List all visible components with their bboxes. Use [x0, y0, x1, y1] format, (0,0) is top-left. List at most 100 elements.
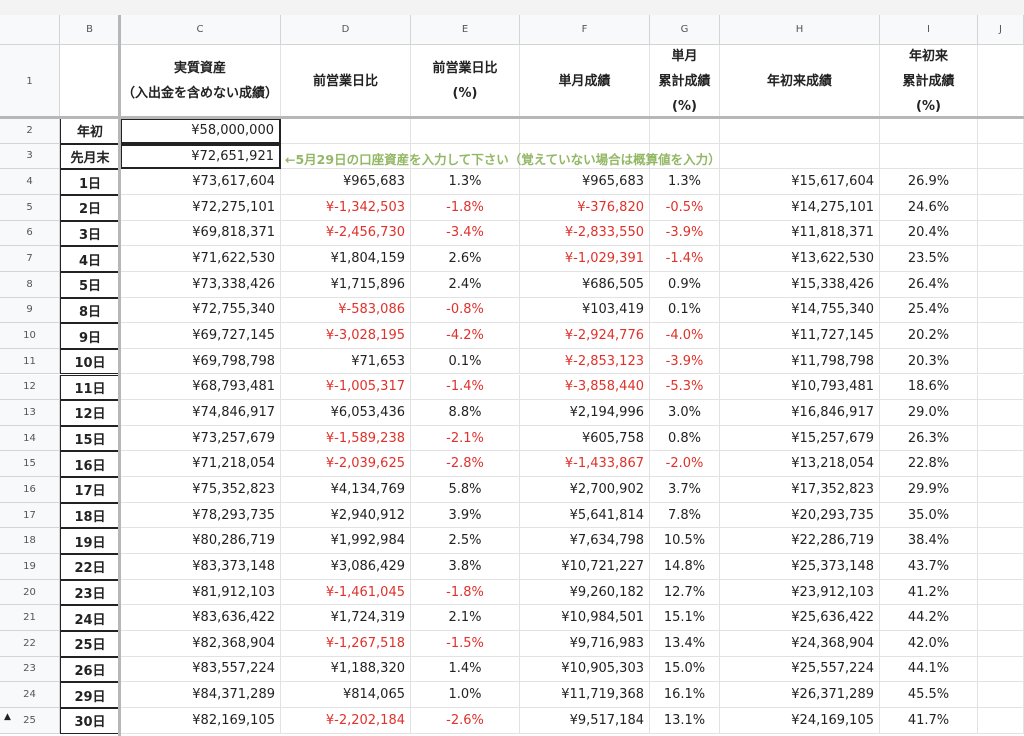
cell: 17日	[60, 477, 120, 503]
cell: 3.9%	[411, 502, 520, 529]
cell: -1.8%	[411, 579, 520, 606]
cell: 22.8%	[880, 451, 978, 478]
cell: ¥15,338,426	[720, 271, 880, 298]
cell: ¥15,617,604	[720, 169, 880, 195]
row-number: 14	[0, 425, 60, 452]
header-text: 実質資産	[173, 61, 226, 76]
cell: ¥23,912,103	[720, 579, 880, 606]
cell: ¥14,275,101	[720, 194, 880, 221]
cell: ¥11,798,798	[720, 348, 880, 375]
empty-cell	[650, 118, 720, 144]
cell: -4.0%	[650, 323, 720, 349]
cell: ¥74,846,917	[120, 400, 281, 426]
cell: ¥83,373,148	[120, 554, 281, 580]
cell: 10.5%	[650, 528, 720, 555]
empty-cell	[720, 118, 880, 144]
cell: ¥25,557,224	[720, 656, 880, 683]
cell: 3日	[60, 220, 120, 247]
cell: ¥-3,028,195	[281, 323, 411, 349]
cell: 25日	[60, 631, 120, 657]
cell: ¥73,338,426	[120, 271, 281, 298]
empty-cell	[281, 143, 411, 170]
header-cell: 前営業日比	[281, 45, 411, 118]
cell: 0.8%	[650, 425, 720, 452]
cell: ¥-1,267,518	[281, 631, 411, 657]
empty-cell	[978, 425, 1024, 452]
cell: ¥17,352,823	[720, 477, 880, 503]
cell: ¥71,622,530	[120, 246, 281, 272]
empty-cell	[978, 656, 1024, 683]
cell: 13.4%	[650, 631, 720, 657]
cell: ¥58,000,000	[120, 118, 281, 144]
cell: ¥82,169,105	[120, 707, 281, 734]
cell: 2.1%	[411, 605, 520, 631]
cell: ¥15,257,679	[720, 425, 880, 452]
cell: ¥1,992,984	[281, 528, 411, 555]
collapse-icon[interactable]: ▲	[4, 712, 11, 722]
cell: 11日	[60, 374, 120, 401]
cell: ¥25,373,148	[720, 554, 880, 580]
row-number: 9	[0, 297, 60, 324]
column-header: F	[520, 15, 650, 45]
empty-cell	[520, 118, 650, 144]
cell: 4日	[60, 246, 120, 272]
cell: 8日	[60, 297, 120, 324]
cell: ¥84,371,289	[120, 682, 281, 708]
header-cell: 単月成績	[520, 45, 650, 118]
cell: -1.8%	[411, 194, 520, 221]
cell: ¥6,053,436	[281, 400, 411, 426]
cell: ¥26,371,289	[720, 682, 880, 708]
cell: ¥1,188,320	[281, 656, 411, 683]
cell: 41.7%	[880, 707, 978, 734]
row-number: 2	[0, 118, 60, 144]
empty-cell	[978, 477, 1024, 503]
empty-cell	[978, 323, 1024, 349]
row-number: 4	[0, 169, 60, 195]
empty-cell	[978, 374, 1024, 401]
cell: 30日	[60, 707, 120, 734]
cell: 23.5%	[880, 246, 978, 272]
cell: -2.6%	[411, 707, 520, 734]
cell: 0.9%	[650, 271, 720, 298]
cell: 1.4%	[411, 656, 520, 683]
cell: 44.1%	[880, 656, 978, 683]
cell: 15.0%	[650, 656, 720, 683]
cell: ¥22,286,719	[720, 528, 880, 555]
cell: ¥24,368,904	[720, 631, 880, 657]
header-cell: 単月 累計成績 (%)	[650, 45, 720, 118]
header-text: 単月	[671, 48, 698, 64]
cell: ¥-1,342,503	[281, 194, 411, 221]
header-text: 累計成績	[658, 73, 711, 89]
cell: 15.1%	[650, 605, 720, 631]
row-number: 5	[0, 194, 60, 221]
cell: ¥24,169,105	[720, 707, 880, 734]
cell: ¥82,368,904	[120, 631, 281, 657]
cell: -5.3%	[650, 374, 720, 401]
cell: -3.9%	[650, 348, 720, 375]
freeze-divider	[118, 15, 121, 736]
cell: 12.7%	[650, 579, 720, 606]
header-text: 年初来	[908, 48, 948, 64]
row-number: 3	[0, 143, 60, 170]
cell: 18日	[60, 502, 120, 529]
cell: ¥-2,456,730	[281, 220, 411, 247]
cell: 7.8%	[650, 502, 720, 529]
empty-cell	[978, 605, 1024, 631]
cell: -2.1%	[411, 425, 520, 452]
cell: 5日	[60, 271, 120, 298]
cell: ¥68,793,481	[120, 374, 281, 401]
cell: ¥16,846,917	[720, 400, 880, 426]
cell: ¥73,617,604	[120, 169, 281, 195]
cell: ¥20,293,735	[720, 502, 880, 529]
cell: 45.5%	[880, 682, 978, 708]
empty-cell	[978, 451, 1024, 478]
cell: ¥11,818,371	[720, 220, 880, 247]
cell: 26.4%	[880, 271, 978, 298]
cell: ¥25,636,422	[720, 605, 880, 631]
header-text: 前営業日比	[312, 73, 378, 89]
header-text: (%)	[916, 98, 941, 114]
cell: ¥965,683	[520, 169, 650, 195]
cell: 2.5%	[411, 528, 520, 555]
empty-cell	[978, 400, 1024, 426]
cell: 0.1%	[411, 348, 520, 375]
